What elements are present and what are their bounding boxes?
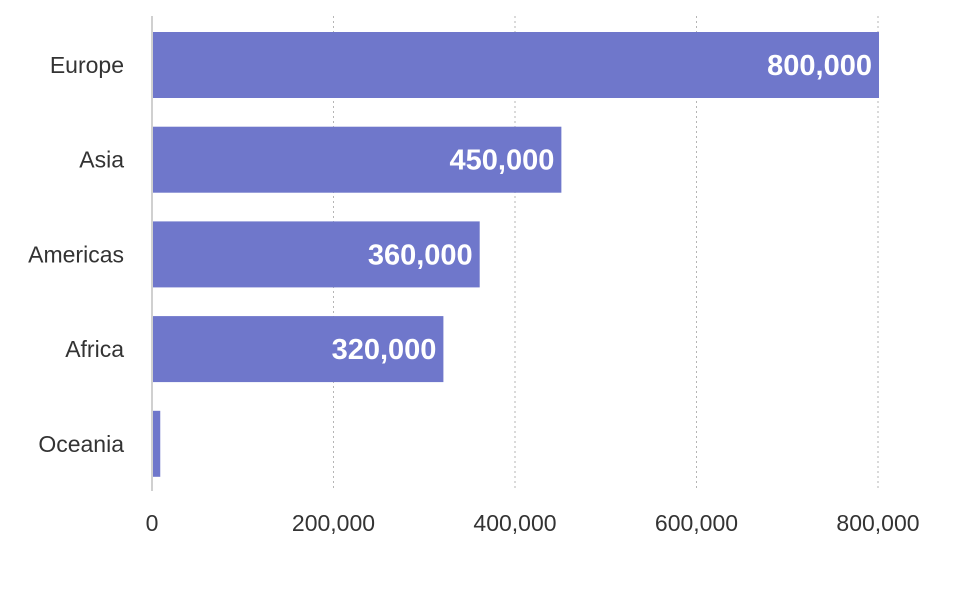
x-tick-label: 0 bbox=[146, 510, 159, 536]
x-tick-label: 600,000 bbox=[655, 510, 738, 536]
x-tick-label: 200,000 bbox=[292, 510, 375, 536]
x-tick-label: 800,000 bbox=[836, 510, 919, 536]
x-tick-label: 400,000 bbox=[473, 510, 556, 536]
bar-asia bbox=[153, 126, 562, 193]
bar-europe bbox=[153, 32, 879, 98]
category-label: Oceania bbox=[38, 431, 124, 457]
labels: Europe 800,000 Asia 450,000 Americas 360,000 A… bbox=[28, 50, 919, 536]
category-label: Americas bbox=[28, 241, 124, 267]
bar-africa bbox=[153, 316, 444, 383]
category-label: Europe bbox=[50, 52, 124, 78]
bar-americas bbox=[153, 221, 480, 288]
bar-value-label: 450,000 bbox=[450, 145, 555, 177]
bar-oceania bbox=[153, 410, 161, 477]
category-label: Africa bbox=[65, 336, 124, 362]
bar-value-label: 360,000 bbox=[368, 239, 473, 271]
bar-value-label: 800,000 bbox=[767, 50, 872, 82]
gridlines bbox=[333, 16, 879, 491]
category-label: Asia bbox=[79, 147, 124, 173]
bars bbox=[153, 32, 879, 477]
bar-value-label: 320,000 bbox=[332, 334, 437, 366]
